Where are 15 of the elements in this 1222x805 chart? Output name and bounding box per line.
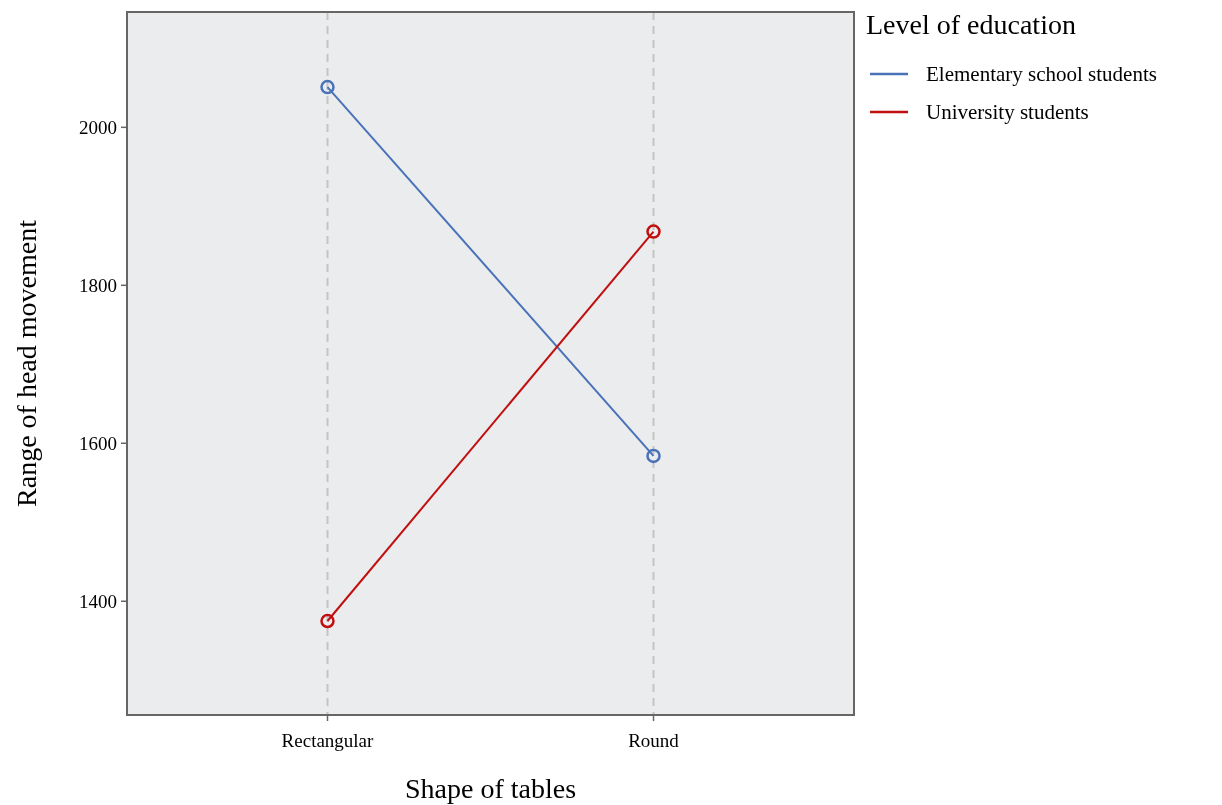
y-tick-label: 1600 [79,432,117,454]
y-tick-label: 2000 [79,116,117,138]
point [646,224,661,239]
legend-label: University students [926,100,1089,125]
x-tick-label: Round [628,730,680,751]
y-tick-label: 1800 [79,274,117,296]
point [646,448,661,464]
x-tick-label: Rectangular [281,730,375,751]
legend-title: Level of education [866,9,1076,40]
point [320,79,335,95]
y-tick-label: 1400 [79,590,117,612]
y-axis-title: Range of head movement [11,219,42,507]
x-axis-title: Shape of tables [404,773,577,804]
legend-label: Elementary school students [926,62,1157,87]
point [320,613,335,629]
